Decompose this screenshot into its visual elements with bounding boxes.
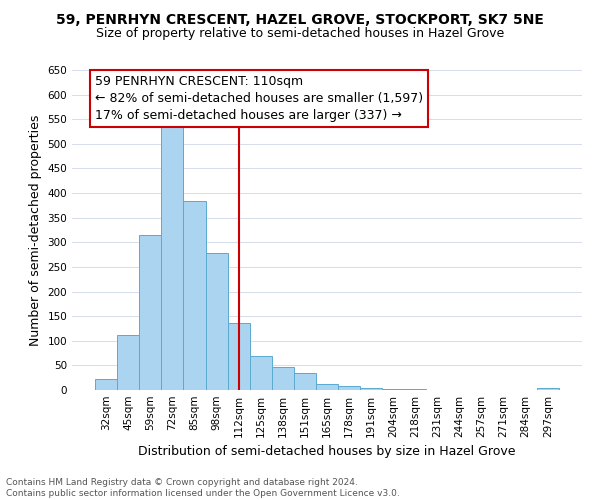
- Bar: [537, 388, 559, 390]
- Text: Size of property relative to semi-detached houses in Hazel Grove: Size of property relative to semi-detach…: [96, 28, 504, 40]
- X-axis label: Distribution of semi-detached houses by size in Hazel Grove: Distribution of semi-detached houses by …: [138, 446, 516, 458]
- Bar: [360, 388, 382, 390]
- Bar: [184, 202, 206, 390]
- Bar: [161, 122, 184, 390]
- Bar: [404, 389, 427, 390]
- Bar: [294, 373, 316, 390]
- Bar: [139, 235, 161, 390]
- Bar: [117, 335, 139, 390]
- Y-axis label: Number of semi-detached properties: Number of semi-detached properties: [29, 114, 42, 346]
- Bar: [272, 368, 294, 390]
- Text: 59 PENRHYN CRESCENT: 110sqm
← 82% of semi-detached houses are smaller (1,597)
17: 59 PENRHYN CRESCENT: 110sqm ← 82% of sem…: [95, 75, 424, 122]
- Bar: [250, 356, 272, 390]
- Bar: [382, 388, 404, 390]
- Bar: [316, 384, 338, 390]
- Bar: [95, 379, 117, 390]
- Text: Contains HM Land Registry data © Crown copyright and database right 2024.
Contai: Contains HM Land Registry data © Crown c…: [6, 478, 400, 498]
- Bar: [227, 322, 250, 390]
- Bar: [338, 386, 360, 390]
- Text: 59, PENRHYN CRESCENT, HAZEL GROVE, STOCKPORT, SK7 5NE: 59, PENRHYN CRESCENT, HAZEL GROVE, STOCK…: [56, 12, 544, 26]
- Bar: [206, 253, 227, 390]
